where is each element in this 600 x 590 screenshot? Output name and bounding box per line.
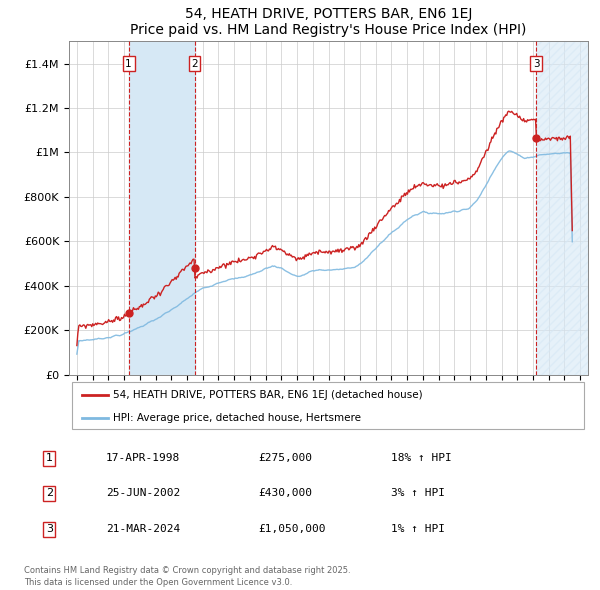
Text: 3: 3 [46,525,53,535]
Text: 18% ↑ HPI: 18% ↑ HPI [391,454,451,463]
Text: 1: 1 [46,454,53,463]
Title: 54, HEATH DRIVE, POTTERS BAR, EN6 1EJ
Price paid vs. HM Land Registry's House Pr: 54, HEATH DRIVE, POTTERS BAR, EN6 1EJ Pr… [130,7,527,37]
Text: 1% ↑ HPI: 1% ↑ HPI [391,525,445,535]
Bar [128,41,194,375]
Text: 17-APR-1998: 17-APR-1998 [106,454,180,463]
Text: £430,000: £430,000 [258,489,312,499]
Text: 2: 2 [191,58,198,68]
Text: 25-JUN-2002: 25-JUN-2002 [106,489,180,499]
Text: 3: 3 [533,58,540,68]
Text: 21-MAR-2024: 21-MAR-2024 [106,525,180,535]
Text: 3% ↑ HPI: 3% ↑ HPI [391,489,445,499]
Text: Contains HM Land Registry data © Crown copyright and database right 2025.
This d: Contains HM Land Registry data © Crown c… [24,566,350,587]
Text: £1,050,000: £1,050,000 [258,525,326,535]
Text: 1: 1 [125,58,132,68]
Text: 54, HEATH DRIVE, POTTERS BAR, EN6 1EJ (detached house): 54, HEATH DRIVE, POTTERS BAR, EN6 1EJ (d… [113,389,423,399]
Text: £275,000: £275,000 [258,454,312,463]
Text: HPI: Average price, detached house, Hertsmere: HPI: Average price, detached house, Hert… [113,413,361,423]
Bar [536,41,588,375]
Text: 2: 2 [46,489,53,499]
FancyBboxPatch shape [71,382,584,429]
